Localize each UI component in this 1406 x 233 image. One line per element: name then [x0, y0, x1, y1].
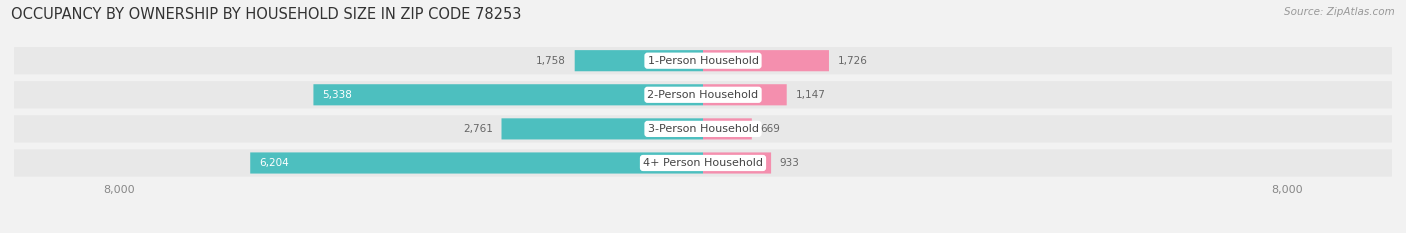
FancyBboxPatch shape: [575, 50, 703, 71]
Text: 669: 669: [761, 124, 780, 134]
FancyBboxPatch shape: [703, 118, 752, 140]
FancyBboxPatch shape: [14, 149, 1392, 177]
Text: 2,761: 2,761: [463, 124, 492, 134]
Text: OCCUPANCY BY OWNERSHIP BY HOUSEHOLD SIZE IN ZIP CODE 78253: OCCUPANCY BY OWNERSHIP BY HOUSEHOLD SIZE…: [11, 7, 522, 22]
FancyBboxPatch shape: [250, 152, 703, 174]
FancyBboxPatch shape: [314, 84, 703, 105]
FancyBboxPatch shape: [14, 81, 1392, 108]
Text: 6,204: 6,204: [259, 158, 288, 168]
FancyBboxPatch shape: [14, 115, 1392, 143]
Text: 1,726: 1,726: [838, 56, 868, 66]
FancyBboxPatch shape: [703, 50, 830, 71]
Text: 1,758: 1,758: [536, 56, 567, 66]
FancyBboxPatch shape: [14, 47, 1392, 74]
Text: 3-Person Household: 3-Person Household: [648, 124, 758, 134]
Text: 2-Person Household: 2-Person Household: [647, 90, 759, 100]
Text: 1-Person Household: 1-Person Household: [648, 56, 758, 66]
FancyBboxPatch shape: [703, 84, 787, 105]
Text: 1,147: 1,147: [796, 90, 825, 100]
Text: 933: 933: [780, 158, 800, 168]
FancyBboxPatch shape: [703, 152, 770, 174]
Text: 5,338: 5,338: [322, 90, 352, 100]
Text: Source: ZipAtlas.com: Source: ZipAtlas.com: [1284, 7, 1395, 17]
FancyBboxPatch shape: [502, 118, 703, 140]
Text: 4+ Person Household: 4+ Person Household: [643, 158, 763, 168]
